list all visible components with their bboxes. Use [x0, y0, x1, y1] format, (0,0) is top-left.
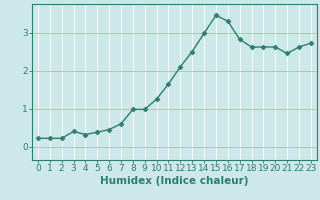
- X-axis label: Humidex (Indice chaleur): Humidex (Indice chaleur): [100, 176, 249, 186]
